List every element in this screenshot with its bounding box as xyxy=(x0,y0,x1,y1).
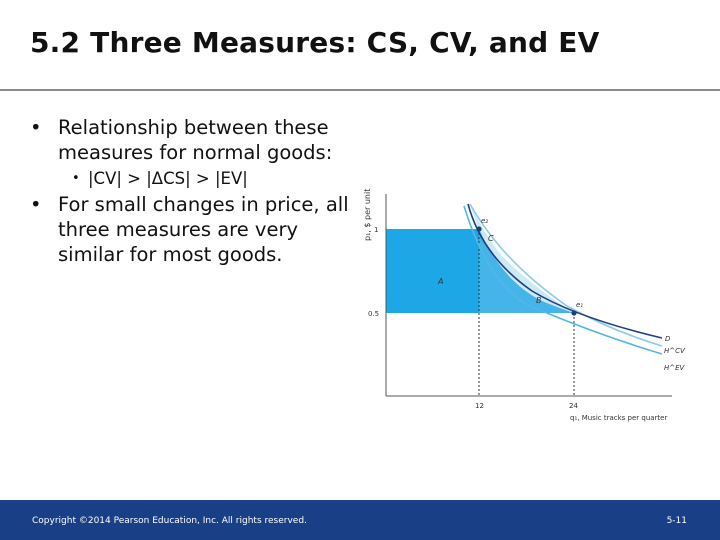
sub-bullet-item: • |CV| > |ΔCS| > |EV| xyxy=(30,168,350,190)
y-tick-05: 0.5 xyxy=(368,310,379,318)
slide-title: 5.2 Three Measures: CS, CV, and EV xyxy=(30,26,600,59)
point-e2 xyxy=(476,226,482,232)
curve-d-label: D xyxy=(665,335,671,343)
bullet-text: For small changes in price, all three me… xyxy=(58,193,349,266)
region-b xyxy=(479,229,574,313)
bullet-item: • For small changes in price, all three … xyxy=(30,192,350,267)
region-c-label: C xyxy=(488,234,494,243)
curve-hev xyxy=(463,205,663,355)
sub-bullet-dot-icon: • xyxy=(72,171,80,186)
title-divider xyxy=(0,89,720,91)
bullet-dot-icon: • xyxy=(30,116,42,139)
copyright-text: Copyright ©2014 Pearson Education, Inc. … xyxy=(32,516,307,526)
curve-hev-label: H^EV xyxy=(664,364,686,372)
point-e1 xyxy=(571,310,577,316)
x-tick-24: 24 xyxy=(569,402,578,410)
bullet-item: • Relationship between these measures fo… xyxy=(30,115,350,165)
point-e2-label: e₂ xyxy=(481,217,488,225)
footer-bar: Copyright ©2014 Pearson Education, Inc. … xyxy=(0,500,720,540)
sub-bullet-text: |CV| > |ΔCS| > |EV| xyxy=(88,169,248,188)
curve-hcv-label: H^CV xyxy=(664,347,686,355)
curve-d xyxy=(467,203,663,339)
region-a-label: A xyxy=(437,277,443,286)
page-number: 5-11 xyxy=(666,516,687,526)
x-axis-label: q₁, Music tracks per quarter xyxy=(570,414,667,422)
point-e1-label: e₁ xyxy=(576,301,583,309)
consumer-surplus-figure: p₁, $ per unit 1 0.5 12 24 q₁, Music tra… xyxy=(363,189,686,422)
curve-hcv xyxy=(469,203,663,347)
x-tick-12: 12 xyxy=(475,402,484,410)
y-axis-label: p₁, $ per unit xyxy=(363,189,372,241)
bullet-text: Relationship between these measures for … xyxy=(58,116,333,164)
y-tick-1: 1 xyxy=(374,226,378,234)
region-b-label: B xyxy=(536,296,542,305)
bullet-list: • Relationship between these measures fo… xyxy=(30,115,350,267)
region-a xyxy=(386,229,479,313)
bullet-dot-icon: • xyxy=(30,193,42,216)
